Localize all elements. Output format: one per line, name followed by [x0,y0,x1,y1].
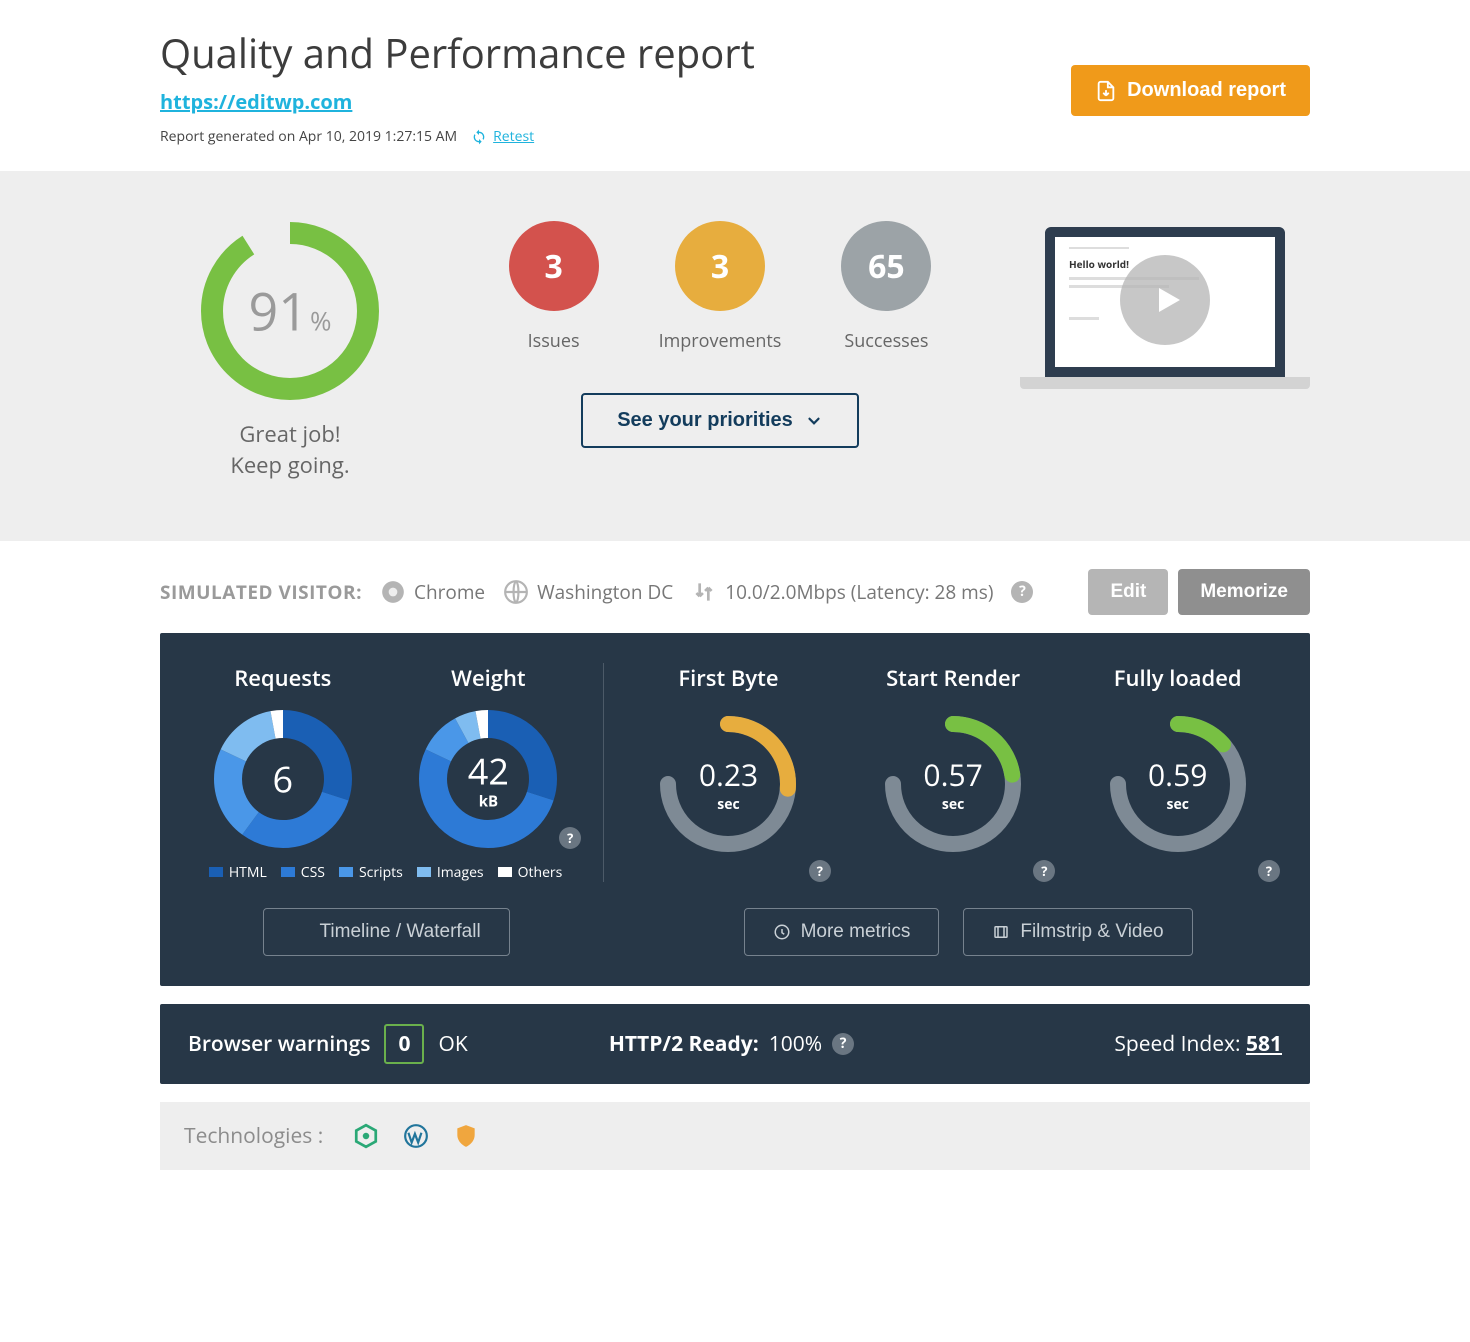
legend-item: Others [498,863,563,882]
gauge-first-byte: First Byte 0.23sec ? [626,663,831,882]
http2-label: HTTP/2 Ready: [609,1030,759,1058]
technologies-bar: Technologies : [160,1102,1310,1170]
http2-value: 100% [769,1030,822,1058]
help-icon[interactable]: ? [832,1033,854,1055]
waterfall-icon [292,923,310,941]
score-ring: 91 % [200,221,380,401]
video-preview[interactable]: Hello world! [1020,227,1310,389]
filmstrip-button[interactable]: Filmstrip & Video [963,908,1192,956]
help-icon[interactable]: ? [559,827,581,849]
legend-item: CSS [281,863,325,882]
score-percent-sign: % [310,303,332,339]
video-preview-headline: Hello world! [1069,257,1129,271]
legend-item: HTML [209,863,267,882]
gauge-fully-loaded: Fully loaded 0.59sec ? [1075,663,1280,882]
circle-label: Issues [509,329,599,353]
requests-metric: Requests 6 [190,663,376,849]
score-value: 91 [249,276,308,347]
help-icon[interactable]: ? [809,860,831,882]
chevron-down-icon [805,412,823,430]
shield-icon [453,1123,479,1149]
circle-badge: 3 [675,221,765,311]
help-icon[interactable]: ? [1258,860,1280,882]
download-icon [1095,80,1117,102]
clock-icon [773,923,791,941]
retest-link[interactable]: Retest [471,127,534,146]
status-bar: Browser warnings 0 OK HTTP/2 Ready: 100%… [160,1004,1310,1084]
globe-icon [503,579,529,605]
see-priorities-button[interactable]: See your priorities [581,393,859,448]
help-icon[interactable]: ? [1011,581,1033,603]
download-report-button[interactable]: Download report [1071,65,1310,116]
summary-circle-successes: 65 Successes [841,221,931,353]
technologies-label: Technologies : [184,1122,323,1150]
speed-index-value[interactable]: 581 [1246,1030,1282,1058]
gtmetrix-icon [353,1123,379,1149]
play-icon [1150,282,1186,318]
speed-index-label: Speed Index: [1114,1030,1246,1058]
network-icon [691,579,717,605]
circle-label: Successes [841,329,931,353]
timeline-button[interactable]: Timeline / Waterfall [263,908,510,956]
page-title: Quality and Performance report [160,25,755,80]
legend-item: Images [417,863,484,882]
metrics-panel: Requests 6 Weight 42 kB [160,633,1310,986]
score-caption: Great job! Keep going. [160,419,420,481]
edit-button[interactable]: Edit [1088,569,1168,615]
simulated-browser: Chrome [380,579,485,605]
simulated-location: Washington DC [503,579,673,605]
help-icon[interactable]: ? [1033,860,1055,882]
filmstrip-icon [992,923,1010,941]
refresh-icon [471,129,487,145]
memorize-button[interactable]: Memorize [1178,569,1310,615]
circle-label: Improvements [659,329,782,353]
more-metrics-button[interactable]: More metrics [744,908,940,956]
browser-warnings-label: Browser warnings [188,1030,370,1058]
circle-badge: 65 [841,221,931,311]
chrome-icon [380,579,406,605]
wordpress-icon [403,1123,429,1149]
browser-warnings-count: 0 [384,1024,424,1064]
summary-circle-issues: 3 Issues [509,221,599,353]
simulated-visitor-label: SIMULATED VISITOR: [160,579,362,605]
play-button[interactable] [1120,255,1210,345]
browser-warnings-status: OK [438,1030,467,1058]
summary-circle-improvements: 3 Improvements [659,221,782,353]
legend-item: Scripts [339,863,403,882]
gauge-start-render: Start Render 0.57sec ? [851,663,1056,882]
report-generated-label: Report generated on Apr 10, 2019 1:27:15… [160,127,457,146]
simulated-network: 10.0/2.0Mbps (Latency: 28 ms) [691,579,993,605]
weight-metric: Weight 42 kB ? [396,663,582,849]
site-url-link[interactable]: https://editwp.com [160,88,352,115]
circle-badge: 3 [509,221,599,311]
